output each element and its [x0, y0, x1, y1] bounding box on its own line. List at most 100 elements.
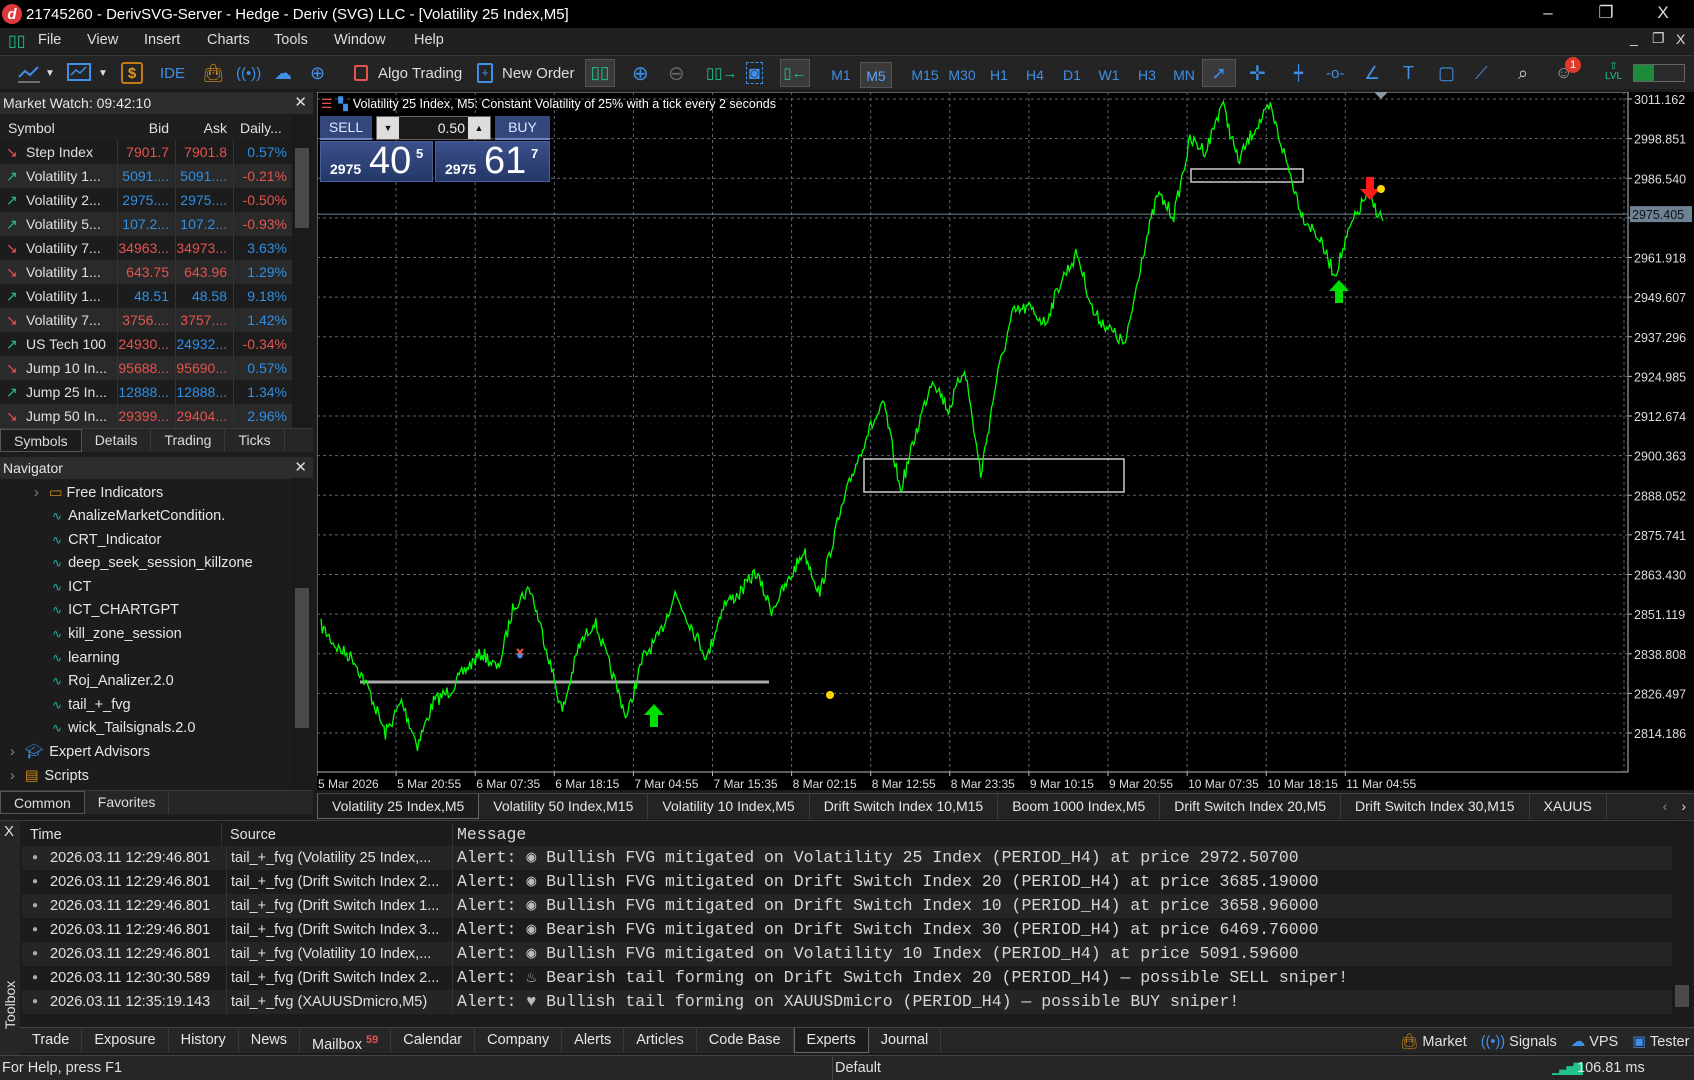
nav-expert-advisors[interactable]: › 🎓︎ Expert Advisors	[10, 741, 150, 763]
tab-exposure[interactable]: Exposure	[82, 1028, 169, 1053]
timeframe-m5[interactable]: M5	[860, 62, 892, 88]
market-watch-scrollbar[interactable]	[292, 116, 312, 428]
tab-details[interactable]: Details	[82, 429, 152, 452]
symbol-row[interactable]: ↗ Volatility 5... 107.2... 107.2... -0.9…	[0, 212, 292, 236]
menu-tools[interactable]: Tools	[274, 32, 308, 48]
chart-shift-icon[interactable]: ▯▯→	[706, 65, 738, 82]
tab-symbols[interactable]: Symbols	[0, 429, 82, 452]
symbol-row[interactable]: ↗ Volatility 1... 48.51 48.58 9.18%	[0, 284, 292, 308]
close-button[interactable]: X	[1657, 3, 1669, 22]
trendline-icon[interactable]: ⟋	[1475, 62, 1488, 83]
signals-icon[interactable]: ((•))	[236, 64, 262, 82]
log-row[interactable]: ● 2026.03.11 12:29:46.801 tail_+_fvg (Dr…	[22, 894, 1672, 918]
autoscroll-button[interactable]: ▯←	[780, 59, 810, 87]
symbol-row[interactable]: ↗ Volatility 2... 2975.... 2975.... -0.5…	[0, 188, 292, 212]
log-row[interactable]: ● 2026.03.11 12:29:46.801 tail_+_fvg (Dr…	[22, 870, 1672, 894]
toolbox-scrollbar[interactable]	[1672, 821, 1692, 1028]
child-close-button[interactable]: X	[1676, 31, 1686, 47]
nav-scripts[interactable]: › ▤ Scripts	[10, 765, 89, 787]
chart-tab[interactable]: XAUUS	[1530, 794, 1607, 819]
column-daily[interactable]: Daily...	[240, 120, 282, 136]
tab-company[interactable]: Company	[475, 1028, 563, 1053]
trend-angle-icon[interactable]: ∠	[1364, 62, 1381, 83]
menu-window[interactable]: Window	[334, 32, 386, 48]
timeframe-h4[interactable]: H4	[1026, 67, 1044, 83]
sell-button[interactable]: SELL	[320, 116, 372, 140]
chart-tab[interactable]: Volatility 25 Index,M5	[317, 794, 480, 819]
link-signals[interactable]: ((•)) Signals	[1481, 1030, 1557, 1054]
link-vps[interactable]: ☁ VPS	[1571, 1030, 1619, 1054]
column-symbol[interactable]: Symbol	[8, 120, 55, 136]
column-ask[interactable]: Ask	[203, 120, 227, 136]
timeframe-m1[interactable]: M1	[831, 67, 851, 83]
symbol-row[interactable]: ↘ Jump 10 In... 95688... 95690... 0.57%	[0, 356, 292, 380]
price-chart[interactable]: 3011.162 2998.851 2986.540 2961.918 2949.607…	[317, 92, 1694, 790]
lot-size-input[interactable]: 0.50	[437, 120, 465, 136]
close-icon[interactable]: ✕	[294, 459, 307, 476]
menu-file[interactable]: File	[38, 32, 62, 48]
chart-tab[interactable]: Drift Switch Index 10,M15	[810, 794, 999, 819]
candlestick-chart-button[interactable]: ▯▯	[585, 59, 615, 87]
menu-view[interactable]: View	[87, 32, 119, 48]
chart-window[interactable]: 3011.162 2998.851 2986.540 2961.918 2949.607…	[317, 92, 1694, 790]
vertical-line-icon[interactable]: ┿	[1294, 65, 1304, 82]
log-row[interactable]: ● 2026.03.11 12:30:30.589 tail_+_fvg (Dr…	[22, 966, 1672, 990]
lot-increase-button[interactable]: ▲	[468, 117, 490, 139]
nav-indicator[interactable]: ∿ wick_Tailsignals.2.0	[52, 717, 195, 739]
column-bid[interactable]: Bid	[148, 120, 169, 136]
lvl-icon[interactable]: ⇧ LVL	[1605, 62, 1622, 84]
timeframe-m30[interactable]: M30	[948, 67, 976, 83]
tab-calendar[interactable]: Calendar	[391, 1028, 476, 1053]
timeframe-mn[interactable]: MN	[1173, 67, 1195, 83]
timeframe-d1[interactable]: D1	[1063, 67, 1081, 83]
nav-indicator[interactable]: ∿ AnalizeMarketCondition.	[52, 505, 225, 527]
column-time[interactable]: Time	[30, 823, 222, 847]
timeframe-m15[interactable]: M15	[911, 67, 939, 83]
log-row[interactable]: ● 2026.03.11 12:29:46.801 tail_+_fvg (Dr…	[22, 918, 1672, 942]
menu-insert[interactable]: Insert	[144, 32, 181, 48]
restore-button[interactable]: ❐	[1598, 3, 1614, 22]
new-order-button[interactable]: + New Order	[477, 62, 575, 84]
tabs-scroll-right-icon[interactable]: ›	[1681, 798, 1686, 814]
chart-tab[interactable]: Volatility 50 Index,M15	[479, 794, 649, 819]
tab-ticks[interactable]: Ticks	[225, 429, 285, 452]
crosshair-icon[interactable]: ✛	[1249, 62, 1266, 85]
nav-folder-free-indicators[interactable]: › ▭ Free Indicators	[34, 482, 163, 504]
dropdown-arrow-icon[interactable]: ▼	[45, 67, 55, 79]
indicator-toggle[interactable]	[1633, 64, 1685, 82]
tab-alerts[interactable]: Alerts	[562, 1028, 625, 1053]
symbol-row[interactable]: ↘ Jump 50 In... 29399... 29404... 2.96%	[0, 404, 292, 428]
symbol-row[interactable]: ↗ Jump 25 In... 12888... 12888... 1.34%	[0, 380, 292, 404]
one-click-trading-icon[interactable]: ☰	[321, 97, 333, 111]
menu-charts[interactable]: Charts	[207, 32, 250, 48]
tab-mailbox[interactable]: Mailbox 59	[300, 1028, 392, 1053]
tab-articles[interactable]: Articles	[624, 1028, 697, 1053]
tabs-scroll-left-icon[interactable]: ‹	[1662, 798, 1668, 814]
log-row[interactable]: ● 2026.03.11 12:29:46.801 tail_+_fvg (Vo…	[22, 942, 1672, 966]
buy-price-button[interactable]: 2975 61 7	[435, 140, 550, 182]
nav-indicator[interactable]: ∿ kill_zone_session	[52, 623, 182, 645]
nav-indicator[interactable]: ∿ tail_+_fvg	[52, 694, 131, 716]
algo-trading-button[interactable]: Algo Trading	[354, 62, 462, 84]
notifications-icon[interactable]: ☺ 1	[1555, 57, 1581, 84]
lot-decrease-button[interactable]: ▼	[377, 117, 399, 139]
cursor-tool-icon[interactable]: ➚	[1202, 59, 1236, 87]
zoom-out-icon[interactable]: ⊖	[668, 62, 685, 85]
tab-code-base[interactable]: Code Base	[697, 1028, 794, 1053]
tab-history[interactable]: History	[169, 1028, 239, 1053]
minimize-button[interactable]: –	[1543, 3, 1553, 22]
text-tool-icon[interactable]: T	[1403, 62, 1414, 83]
timeframe-w1[interactable]: W1	[1098, 67, 1120, 83]
sell-price-button[interactable]: 2975 40 5	[320, 140, 433, 182]
search-icon[interactable]: ⌕	[1518, 62, 1529, 83]
dropdown-arrow-icon[interactable]: ▼	[98, 67, 108, 79]
line-chart-icon[interactable]	[16, 62, 42, 84]
nav-indicator[interactable]: ∿ ICT_CHARTGPT	[52, 599, 179, 621]
nav-indicator[interactable]: ∿ Roj_Analizer.2.0	[52, 670, 174, 692]
tab-trading[interactable]: Trading	[151, 429, 226, 452]
timeframe-h1[interactable]: H1	[990, 67, 1008, 83]
symbol-row[interactable]: ↗ Volatility 1... 5091.... 5091.... -0.2…	[0, 164, 292, 188]
tab-news[interactable]: News	[239, 1028, 300, 1053]
dollar-icon[interactable]: $	[121, 62, 143, 84]
child-restore-button[interactable]: ❐	[1652, 30, 1665, 46]
